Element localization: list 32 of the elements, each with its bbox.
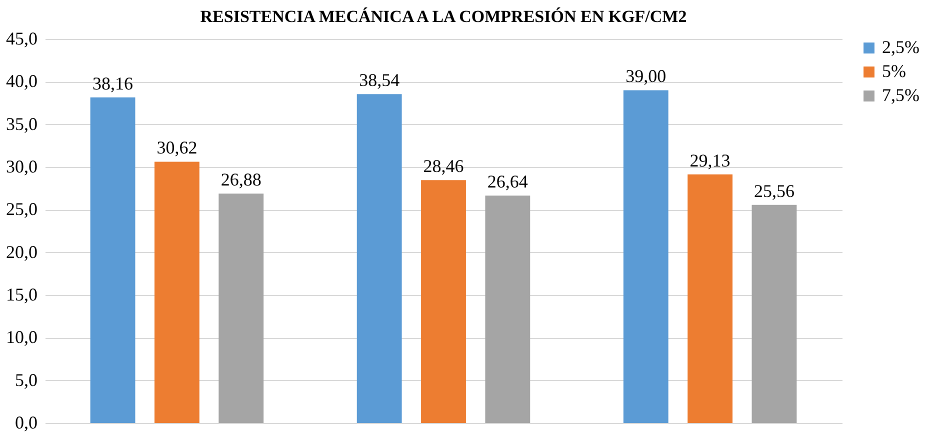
bar	[154, 162, 200, 423]
data-label: 26,88	[220, 170, 262, 190]
y-tick-label: 5,0	[15, 370, 38, 390]
y-tick-label: 30,0	[6, 156, 38, 176]
y-tick-label: 25,0	[6, 199, 38, 220]
y-tick-label: 40,0	[6, 71, 38, 92]
y-tick-label: 20,0	[6, 242, 38, 262]
y-tick-label: 10,0	[6, 327, 38, 348]
y-tick-label: 0,0	[15, 412, 38, 432]
data-label: 30,62	[156, 138, 198, 158]
legend-label: 5%	[882, 61, 906, 81]
y-tick-label: 35,0	[6, 114, 38, 134]
y-tick-label: 15,0	[6, 284, 38, 304]
bar	[623, 90, 668, 423]
bar	[90, 97, 136, 423]
legend-label: 7,5%	[882, 85, 920, 105]
data-label: 26,64	[487, 172, 528, 192]
data-label: 28,46	[423, 156, 464, 176]
data-label: 38,16	[92, 73, 134, 94]
bar	[752, 204, 797, 423]
data-label: 39,00	[626, 66, 666, 86]
bar	[356, 94, 402, 423]
bar	[688, 174, 733, 423]
legend-label: 2,5%	[882, 37, 920, 57]
bar	[218, 194, 264, 423]
chart-title: RESISTENCIA MECÁNICA A LA COMPRESIÓN EN KGF/CM2	[200, 7, 687, 26]
bar	[421, 180, 466, 423]
data-label: 38,54	[359, 70, 400, 90]
y-tick-label: 45,0	[6, 28, 38, 48]
data-label: 29,13	[690, 150, 730, 170]
bar	[485, 196, 530, 423]
data-label: 25,56	[754, 180, 794, 201]
